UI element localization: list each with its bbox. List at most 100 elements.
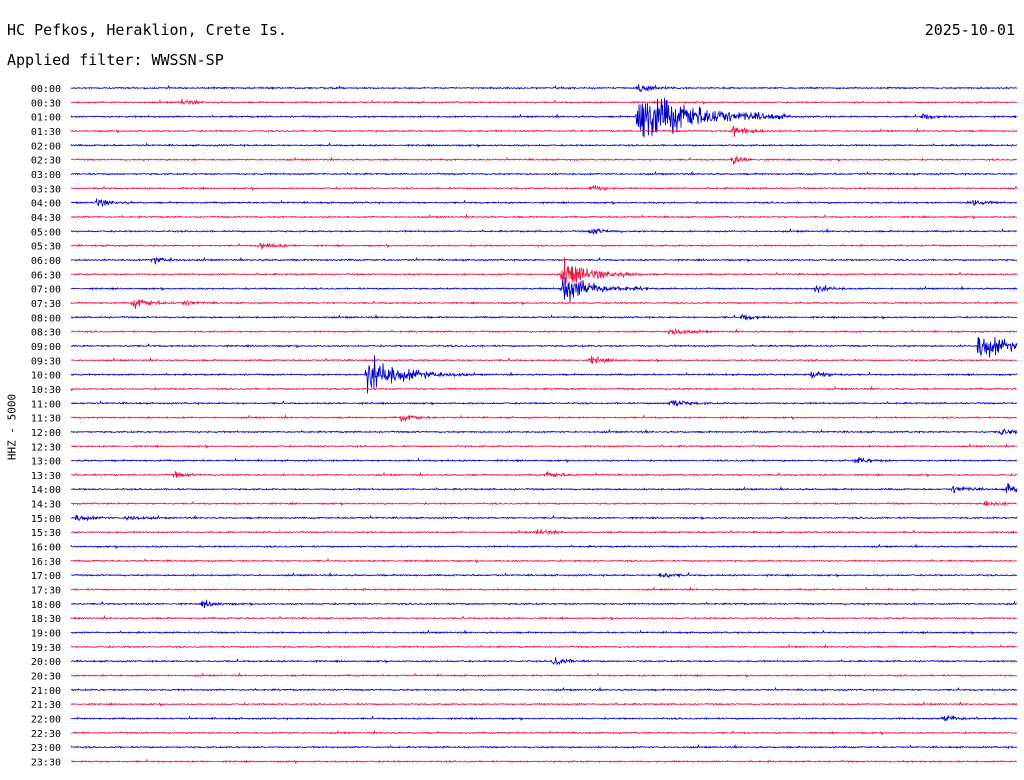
trace-row-2200 — [70, 715, 1018, 722]
row-time-label: 19:30 — [31, 643, 61, 654]
row-time-label: 07:00 — [31, 285, 61, 296]
row-time-label: 18:00 — [31, 600, 61, 611]
row-time-label: 02:00 — [31, 141, 61, 152]
trace-row-0000 — [70, 83, 1018, 93]
trace-row-1730 — [70, 586, 1018, 592]
trace-row-1130 — [70, 414, 1018, 422]
row-time-label: 00:30 — [31, 98, 61, 109]
row-time-label: 23:00 — [31, 743, 61, 754]
row-time-label: 13:30 — [31, 471, 61, 482]
row-time-label: 15:30 — [31, 528, 61, 539]
trace-row-0900 — [70, 336, 1018, 358]
row-time-label: 21:00 — [31, 686, 61, 697]
row-time-label: 03:00 — [31, 170, 61, 181]
row-time-label: 00:00 — [31, 84, 61, 95]
trace-row-0530 — [70, 242, 1018, 250]
row-time-label: 01:30 — [31, 127, 61, 138]
row-time-label: 07:30 — [31, 299, 61, 310]
row-time-label: 11:00 — [31, 399, 61, 410]
trace-row-1230 — [70, 442, 1018, 449]
station-title: HC Pefkos, Heraklion, Crete Is. — [7, 21, 287, 39]
row-time-label: 06:30 — [31, 270, 61, 281]
row-time-label: 13:00 — [31, 457, 61, 468]
trace-row-1900 — [70, 629, 1018, 636]
row-time-label: 12:30 — [31, 442, 61, 453]
row-time-label: 12:00 — [31, 428, 61, 439]
row-time-label: 20:00 — [31, 657, 61, 668]
trace-row-2300 — [70, 743, 1018, 750]
trace-row-2230 — [70, 729, 1018, 736]
trace-row-1930 — [70, 643, 1018, 649]
row-time-label: 06:00 — [31, 256, 61, 267]
row-time-label: 01:00 — [31, 113, 61, 124]
row-time-label: 04:00 — [31, 199, 61, 210]
row-time-label: 18:30 — [31, 614, 61, 625]
trace-row-0200 — [70, 142, 1018, 148]
trace-row-1300 — [70, 457, 1018, 464]
trace-row-2000 — [70, 657, 1018, 666]
trace-row-2030 — [70, 672, 1018, 679]
row-time-label: 10:30 — [31, 385, 61, 396]
row-time-label: 05:00 — [31, 227, 61, 238]
row-time-label: 16:00 — [31, 543, 61, 554]
row-time-label: 03:30 — [31, 184, 61, 195]
row-time-label: 22:30 — [31, 729, 61, 740]
row-time-label: 05:30 — [31, 242, 61, 253]
date-label: 2025-10-01 — [924, 21, 1015, 39]
trace-row-1700 — [70, 571, 1018, 579]
row-time-label: 08:30 — [31, 328, 61, 339]
row-time-label: 17:30 — [31, 586, 61, 597]
row-time-label: 10:00 — [31, 371, 61, 382]
row-time-label: 02:30 — [31, 156, 61, 167]
trace-row-0800 — [70, 313, 1018, 321]
trace-row-2100 — [70, 686, 1018, 692]
trace-row-0400 — [70, 198, 1018, 208]
filter-label: Applied filter: WWSSN-SP — [7, 51, 224, 69]
row-time-label: 20:30 — [31, 672, 61, 683]
row-time-label: 16:30 — [31, 557, 61, 568]
trace-row-0130 — [70, 125, 1018, 137]
trace-row-0430 — [70, 213, 1018, 220]
row-time-label: 21:30 — [31, 700, 61, 711]
row-time-label: 04:30 — [31, 213, 61, 224]
trace-row-1330 — [70, 471, 1018, 478]
trace-row-1030 — [70, 385, 1018, 392]
row-time-label: 15:00 — [31, 514, 61, 525]
trace-row-0300 — [70, 170, 1018, 177]
trace-row-2330 — [70, 759, 1018, 765]
row-time-label: 09:30 — [31, 356, 61, 367]
trace-row-1630 — [70, 557, 1018, 564]
trace-row-0700 — [70, 277, 1018, 302]
trace-row-1430 — [70, 500, 1018, 507]
trace-row-0730 — [70, 299, 1018, 309]
trace-row-1600 — [70, 543, 1018, 550]
row-time-label: 14:00 — [31, 485, 61, 496]
trace-row-0030 — [70, 98, 1018, 106]
row-time-label: 11:30 — [31, 414, 61, 425]
trace-row-0330 — [70, 184, 1018, 191]
trace-row-0500 — [70, 227, 1018, 236]
trace-row-1530 — [70, 529, 1018, 536]
row-time-label: 09:00 — [31, 342, 61, 353]
trace-row-2130 — [70, 700, 1018, 707]
trace-row-0100 — [70, 97, 1018, 138]
row-time-label: 08:00 — [31, 313, 61, 324]
trace-row-0600 — [70, 256, 1018, 265]
row-time-label: 23:30 — [31, 758, 61, 769]
row-time-label: 19:00 — [31, 629, 61, 640]
trace-row-1100 — [70, 399, 1018, 407]
trace-row-0630 — [70, 257, 1018, 287]
trace-row-1400 — [70, 482, 1018, 494]
trace-row-0830 — [70, 327, 1018, 335]
trace-row-1830 — [70, 614, 1018, 621]
trace-row-1500 — [70, 514, 1018, 522]
trace-row-1200 — [70, 428, 1018, 435]
row-time-label: 14:30 — [31, 500, 61, 511]
trace-row-1000 — [70, 355, 1018, 394]
row-time-label: 22:00 — [31, 715, 61, 726]
row-time-label: 17:00 — [31, 571, 61, 582]
trace-row-0930 — [70, 355, 1018, 364]
trace-row-0230 — [70, 155, 1018, 165]
trace-row-1800 — [70, 599, 1018, 609]
